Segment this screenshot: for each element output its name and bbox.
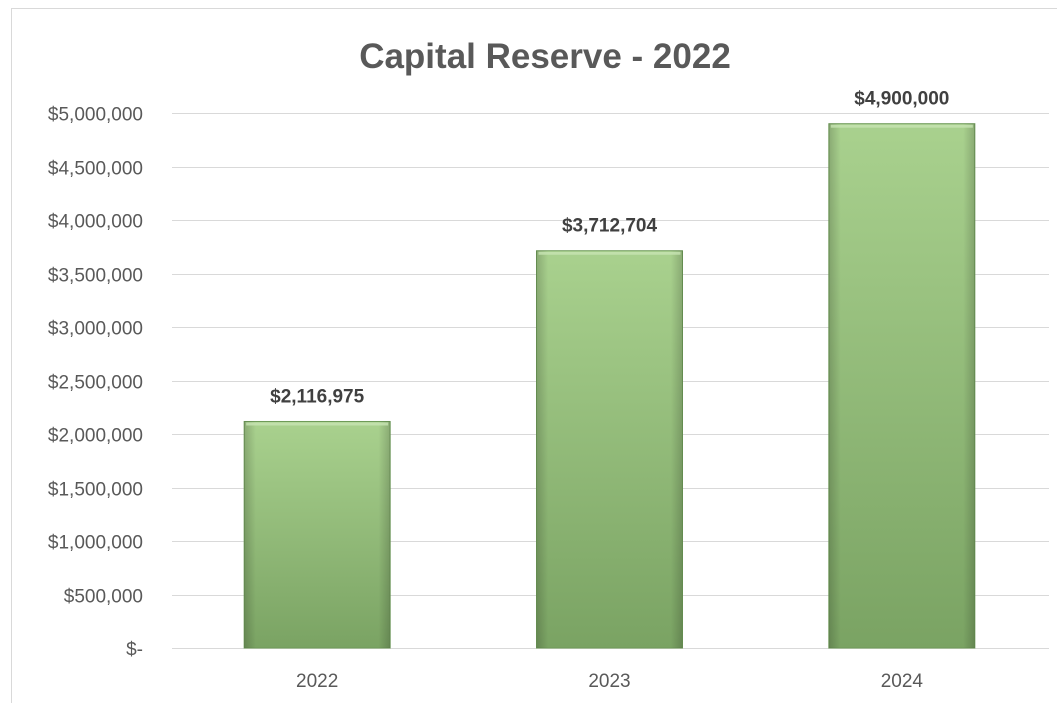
bar-bevel-2022 xyxy=(244,421,391,648)
bars xyxy=(243,123,976,649)
y-axis-ticks: $- $500,000 $1,000,000 $1,500,000 $2,000,000… xyxy=(48,105,143,661)
y-tick-label: $3,500,000 xyxy=(48,266,143,287)
y-tick-label: $2,500,000 xyxy=(48,373,143,394)
bar-highlight-2024 xyxy=(830,124,973,128)
data-label-2022: $2,116,975 xyxy=(270,386,364,407)
x-tick-label-2022: 2022 xyxy=(296,671,338,692)
y-tick-label: $4,500,000 xyxy=(48,159,143,180)
x-tick-label-2023: 2023 xyxy=(588,671,630,692)
y-tick-label: $- xyxy=(126,640,143,661)
x-tick-label-2024: 2024 xyxy=(881,671,924,692)
bar-bevel-2023 xyxy=(536,250,683,649)
y-tick-label: $1,500,000 xyxy=(48,480,143,501)
y-tick-label: $500,000 xyxy=(64,587,143,608)
y-tick-label: $2,000,000 xyxy=(48,426,143,447)
y-tick-label: $5,000,000 xyxy=(48,105,143,126)
y-tick-label: $1,000,000 xyxy=(48,533,143,554)
y-tick-label: $4,000,000 xyxy=(48,212,143,233)
bar-highlight-2022 xyxy=(246,422,389,426)
x-axis-ticks: 2022 2023 2024 xyxy=(296,671,923,692)
y-tick-label: $3,000,000 xyxy=(48,319,143,340)
data-labels: $2,116,975 $3,712,704 $4,900,000 xyxy=(270,89,949,408)
bar-highlight-2023 xyxy=(538,251,681,255)
chart-title: Capital Reserve - 2022 xyxy=(359,37,731,76)
data-label-2023: $3,712,704 xyxy=(562,216,658,237)
data-label-2024: $4,900,000 xyxy=(854,89,949,110)
bar-bevel-2024 xyxy=(828,123,975,648)
